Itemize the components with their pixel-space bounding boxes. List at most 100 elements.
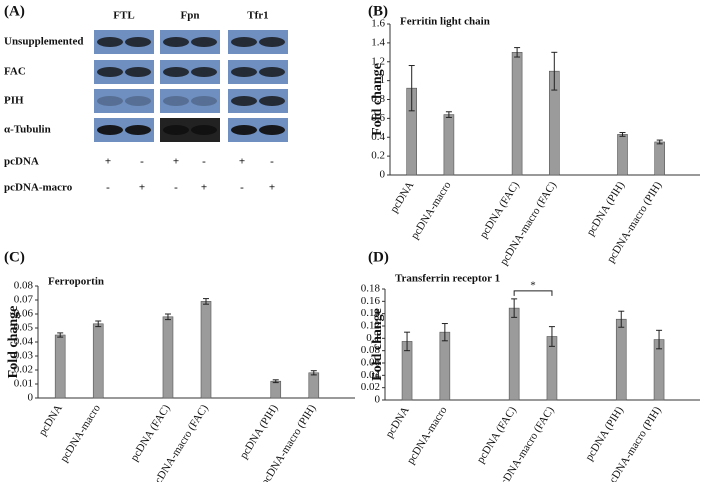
treatment-label: pcDNA-macro	[4, 182, 73, 194]
blot-band	[259, 96, 285, 106]
error-bar	[619, 132, 626, 137]
error-bar	[511, 298, 518, 318]
error-bar	[95, 320, 102, 328]
blot-membrane	[160, 89, 220, 113]
x-tick-label: pcDNA	[37, 403, 65, 438]
x-tick-label: pcDNA-macro	[58, 402, 103, 464]
y-axis-label: Fold change	[370, 63, 385, 136]
treatment-sign: -	[140, 156, 144, 168]
panel-label: (A)	[4, 3, 25, 19]
chart-title: Ferritin light chain	[400, 16, 490, 28]
significance-bracket	[513, 290, 553, 296]
y-tick-label: 0.03	[14, 350, 34, 362]
x-tick-label: pcDNA (FAC)	[128, 402, 172, 463]
error-bar	[551, 51, 558, 91]
treatment-sign: -	[240, 182, 244, 194]
blot-band	[259, 37, 285, 47]
bar	[615, 318, 627, 401]
bar	[443, 114, 455, 176]
blot	[94, 118, 154, 142]
x-tick-label: pcDNA (FAC)	[478, 179, 522, 240]
error-bar	[164, 313, 171, 321]
blot-membrane	[94, 89, 154, 113]
row-label: α-Tubulin	[4, 124, 51, 136]
y-tick-label: 0.16	[361, 295, 381, 307]
treatment-sign: +	[139, 182, 145, 194]
panel-label: (B)	[368, 3, 388, 19]
y-tick-label: 0.4	[371, 131, 385, 143]
protein-label: Tfr1	[247, 10, 268, 22]
bar	[308, 372, 320, 399]
protein-label: Fpn	[181, 10, 200, 22]
y-tick-label: 1	[380, 74, 386, 86]
y-tick-label: 0	[380, 169, 386, 181]
blot-band	[231, 37, 257, 47]
bar	[511, 52, 523, 176]
blot	[228, 30, 288, 54]
y-axis-label: Fold change	[6, 306, 21, 379]
panel-a: (A)	[4, 3, 25, 19]
error-bar	[203, 298, 210, 305]
x-tick-label: pcDNA	[383, 405, 411, 440]
blot-band	[97, 67, 123, 77]
y-tick-label: 0.02	[14, 364, 33, 376]
x-tick-label: pcDNA-macro	[409, 179, 454, 241]
blot	[160, 60, 220, 84]
blot-band	[191, 67, 217, 77]
blot-band	[259, 67, 285, 77]
blot-band	[231, 96, 257, 106]
treatment-sign: -	[202, 156, 206, 168]
blot-band	[97, 125, 123, 135]
y-tick-label: 1.4	[371, 36, 385, 48]
blot	[160, 89, 220, 113]
x-tick-label: pcDNA (PIH)	[238, 402, 281, 461]
y-tick-label: 0	[28, 392, 34, 404]
blot-band	[97, 37, 123, 47]
blot	[94, 89, 154, 113]
blot-band	[97, 96, 123, 106]
treatment-sign: +	[201, 182, 207, 194]
error-bar	[548, 326, 555, 347]
blot	[228, 60, 288, 84]
y-tick-label: 0.08	[14, 280, 34, 292]
treatment-sign: -	[106, 182, 110, 194]
bar	[617, 134, 628, 176]
y-tick-label: 0.06	[14, 308, 34, 320]
x-tick-label: pcDNA (FAC)	[475, 404, 519, 465]
error-bar	[445, 111, 452, 118]
error-bar	[618, 310, 625, 328]
y-tick-label: 0	[375, 394, 381, 406]
blot-band	[163, 125, 189, 135]
bar	[200, 301, 212, 399]
error-bar	[656, 139, 663, 145]
treatment-sign: -	[270, 156, 274, 168]
error-bar	[272, 379, 279, 384]
y-tick-label: 0.07	[14, 294, 34, 306]
bar	[654, 141, 666, 176]
y-tick-label: 0.04	[361, 369, 381, 381]
blot-band	[163, 37, 189, 47]
blot-band	[125, 67, 151, 77]
blot-band	[191, 96, 217, 106]
x-tick-label: pcDNA-macro	[405, 404, 450, 466]
y-tick-label: 0.08	[361, 344, 381, 356]
blot-band	[125, 125, 151, 135]
blot-band	[191, 125, 217, 135]
blot	[228, 118, 288, 142]
blot	[94, 60, 154, 84]
blot-band	[163, 67, 189, 77]
blot-band	[191, 37, 217, 47]
bar	[270, 380, 282, 399]
blot-band	[231, 67, 257, 77]
bar	[439, 331, 451, 401]
y-tick-label: 1.6	[371, 18, 385, 30]
y-tick-label: 0.1	[366, 332, 380, 344]
y-tick-label: 1.2	[371, 55, 385, 67]
y-axis-label: Fold change	[370, 308, 385, 381]
bar	[508, 307, 520, 401]
x-tick-label: pcDNA (PIH)	[583, 404, 626, 463]
y-tick-label: 0.8	[371, 93, 385, 105]
y-tick-label: 0.05	[14, 322, 34, 334]
error-bar	[310, 370, 317, 376]
